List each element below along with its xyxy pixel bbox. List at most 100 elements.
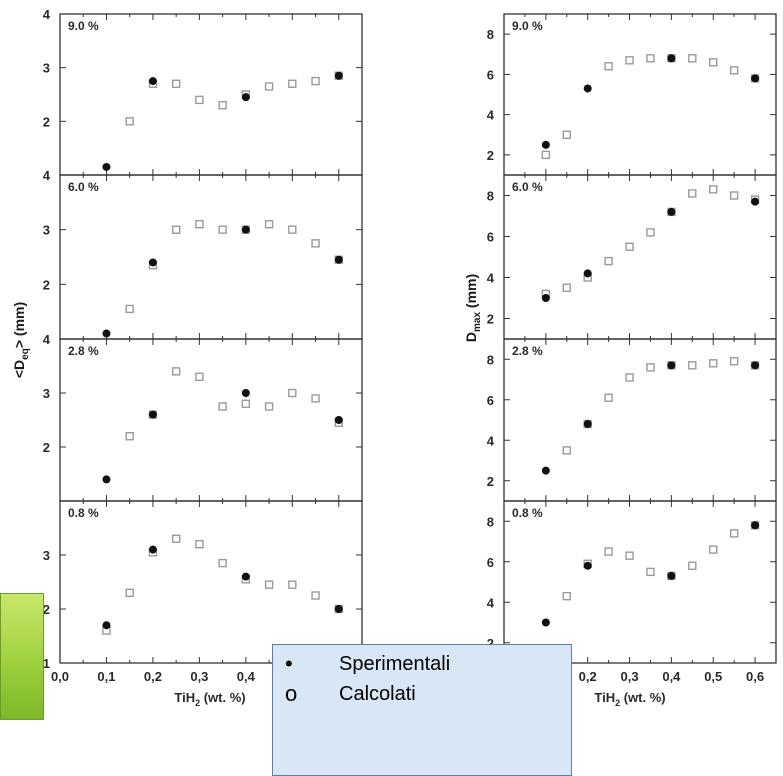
y-tick-label: 6: [487, 393, 494, 408]
x-tick-label: 0,6: [746, 669, 764, 684]
y-tick-label: 4: [487, 595, 495, 610]
experimental-point: [148, 410, 157, 419]
calculated-point: [218, 225, 227, 234]
calculated-point: [241, 399, 251, 408]
experimental-point: [102, 162, 111, 171]
experimental-point: [148, 258, 157, 267]
panel-label: 0.8 %: [512, 506, 543, 520]
calculated-point: [171, 367, 181, 376]
calculated-point: [195, 540, 204, 549]
y-tick-label: 3: [43, 223, 50, 238]
panel-label: 2.8 %: [68, 344, 99, 358]
right-y-axis-label-text: Dmax (mm): [463, 274, 483, 342]
panel-label: 6.0 %: [68, 180, 99, 194]
experimental-point: [241, 93, 250, 102]
calculated-point: [729, 357, 739, 366]
calculated-point: [195, 219, 204, 229]
experimental-point: [751, 197, 760, 206]
calculated-point: [541, 150, 551, 160]
calculated-point: [311, 394, 320, 403]
calculated-point: [709, 58, 718, 67]
calculated-point: [688, 189, 697, 198]
y-tick-label: 4: [487, 271, 495, 286]
y-tick-label: 6: [487, 67, 494, 82]
x-tick-label: 0,2: [579, 669, 597, 684]
experimental-point: [241, 572, 250, 581]
calculated-point: [688, 54, 697, 63]
calculated-point: [625, 242, 634, 251]
y-tick-label: 4: [487, 108, 495, 123]
calculated-point: [171, 79, 181, 88]
y-tick-label: 2: [43, 440, 50, 455]
experimental-point: [241, 389, 250, 397]
experimental-point: [241, 225, 250, 234]
calculated-point: [646, 54, 655, 63]
calculated-point: [688, 561, 697, 570]
experimental-point: [751, 361, 760, 370]
y-tick-label: 4: [487, 433, 495, 448]
calculated-point: [264, 580, 274, 589]
x-tick-label: 0,3: [190, 669, 208, 684]
filled-dot-icon: •: [285, 651, 293, 676]
x-axis-label: TiH2 (wt. %): [594, 690, 665, 708]
calculated-point: [604, 62, 613, 71]
calculated-point: [709, 185, 718, 194]
y-tick-label: 8: [487, 27, 494, 42]
y-tick-label: 2: [43, 114, 50, 129]
calculated-point: [288, 388, 297, 398]
experimental-point: [334, 416, 343, 424]
calculated-point: [562, 130, 571, 139]
x-tick-label: 0,2: [144, 669, 162, 684]
y-tick-label: 6: [487, 230, 494, 245]
x-tick-label: 0,3: [620, 669, 638, 684]
experimental-point: [148, 77, 157, 86]
experimental-point: [334, 605, 343, 613]
y-tick-label: 8: [487, 352, 494, 367]
calculated-point: [125, 588, 134, 597]
calculated-point: [195, 95, 204, 105]
calculated-point: [604, 547, 613, 556]
calculated-point: [729, 529, 739, 538]
y-tick-label: 2: [487, 474, 494, 489]
experimental-point: [334, 255, 343, 264]
calculated-point: [125, 432, 134, 441]
left-y-axis-label: <Deq> (mm): [11, 302, 31, 378]
calculated-point: [311, 591, 320, 600]
right-y-axis-label: Dmax (mm): [463, 274, 483, 342]
calculated-point: [562, 446, 571, 455]
experimental-point: [148, 545, 157, 554]
x-tick-label: 0,0: [51, 669, 69, 684]
calculated-point: [646, 363, 655, 372]
calculated-point: [125, 304, 134, 314]
experimental-point: [334, 71, 343, 80]
calculated-point: [688, 361, 697, 370]
panel-label: 9.0 %: [68, 19, 99, 33]
y-tick-label: 8: [487, 514, 494, 529]
calculated-point: [171, 534, 181, 543]
calculated-point: [646, 567, 655, 577]
panel-label: 2.8 %: [512, 344, 543, 358]
calculated-point: [288, 580, 297, 589]
calculated-point: [646, 228, 655, 237]
calculated-point: [604, 256, 613, 266]
experimental-point: [541, 618, 550, 627]
y-tick-label: 4: [43, 332, 51, 347]
experimental-point: [667, 571, 676, 580]
left-y-axis-label-text: <Deq> (mm): [11, 302, 31, 378]
x-tick-label: 0,5: [704, 669, 722, 684]
experimental-point: [102, 621, 111, 630]
y-tick-label: 8: [487, 189, 494, 204]
y-tick-label: 3: [43, 386, 50, 401]
experimental-point: [541, 140, 550, 149]
calculated-point: [625, 373, 634, 382]
y-tick-label: 6: [487, 555, 494, 570]
y-tick-label: 2: [43, 602, 50, 617]
calculated-point: [288, 79, 297, 88]
calculated-point: [264, 402, 274, 411]
calculated-point: [709, 359, 718, 368]
panel-label: 0.8 %: [68, 506, 99, 520]
calculated-point: [171, 225, 181, 234]
calculated-point: [288, 225, 297, 234]
y-tick-label: 1: [43, 656, 50, 671]
calculated-point: [264, 219, 274, 229]
